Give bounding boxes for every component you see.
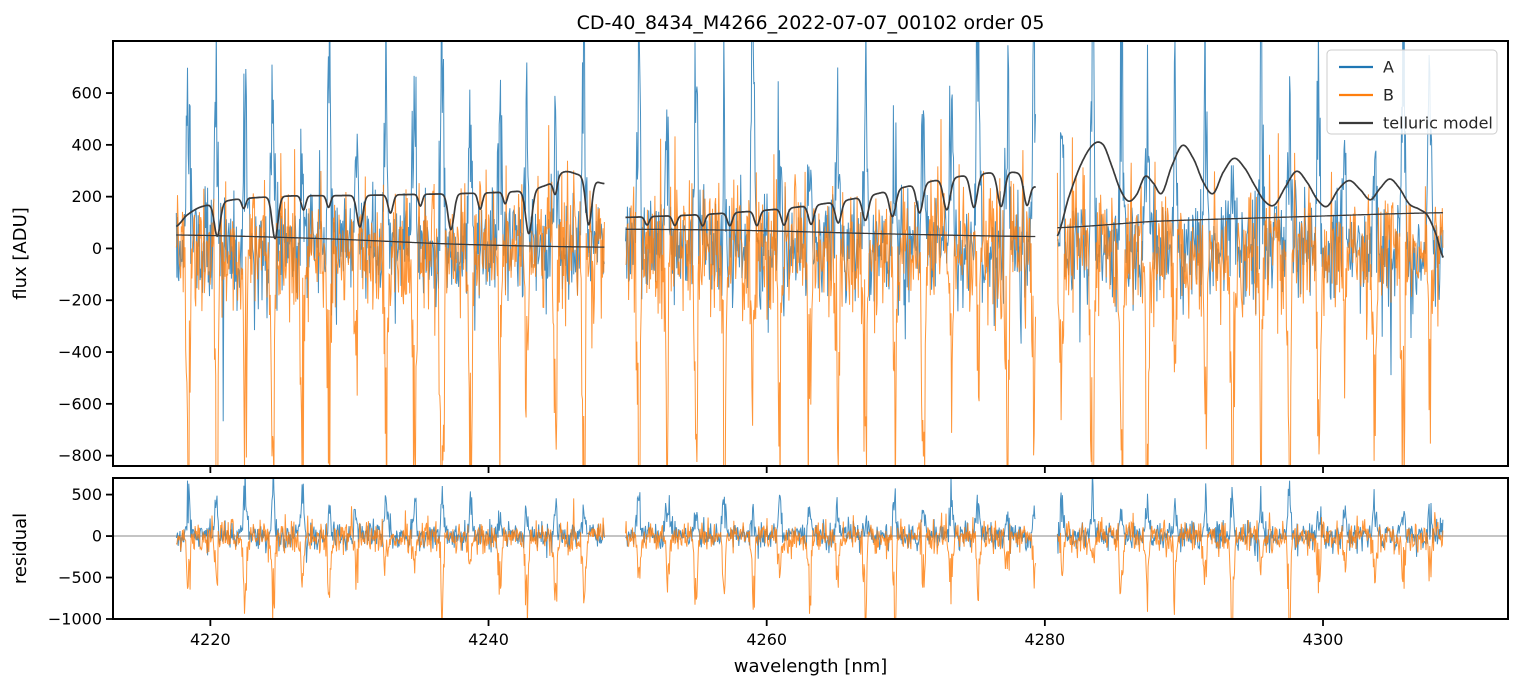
y-tick-label: −500 — [58, 568, 102, 587]
panel-flux-data — [175, 41, 1444, 466]
y-axis-label-flux: flux [ADU] — [10, 207, 31, 300]
telluric-absorption-segment-3 — [1056, 141, 1445, 258]
x-tick-label: 4280 — [1024, 630, 1065, 649]
y-tick-label: 200 — [71, 187, 102, 206]
y-tick-label: −400 — [58, 343, 102, 362]
series-B-flux-segment-2 — [625, 119, 1036, 466]
series-A-flux-segment-1 — [175, 41, 605, 422]
x-tick-label: 4220 — [190, 630, 231, 649]
y-tick-label: 400 — [71, 135, 102, 154]
x-tick-label: 4240 — [468, 630, 509, 649]
chart-title: CD-40_8434_M4266_2022-07-07_00102 order … — [577, 12, 1045, 34]
series-B-residual-segment-2 — [625, 512, 1036, 619]
panel-residual-data — [113, 478, 1508, 619]
telluric-absorption-segment-2 — [625, 171, 1036, 227]
telluric-baseline-segment-2 — [625, 228, 1036, 238]
telluric-absorption-segment-1 — [175, 170, 605, 240]
y-tick-label: −200 — [58, 291, 102, 310]
telluric-baseline-segment-3 — [1057, 212, 1443, 229]
series-B-flux-segment-1 — [175, 125, 605, 466]
x-tick-label: 4260 — [746, 630, 787, 649]
series-B-residual-segment-3 — [1056, 512, 1444, 619]
legend-label: B — [1383, 86, 1394, 105]
y-tick-label: 0 — [92, 527, 102, 546]
legend-label: telluric model — [1383, 114, 1493, 133]
y-tick-label: −800 — [58, 446, 102, 465]
y-tick-label: 0 — [92, 239, 102, 258]
x-axis-label: wavelength [nm] — [734, 656, 888, 677]
legend-box — [1326, 49, 1498, 135]
telluric-model-curves — [175, 141, 1445, 258]
series-B-residual-segment-1 — [175, 498, 605, 619]
panel-residual-spines — [112, 477, 1509, 620]
panel-flux-ticks: 600 400 200 0 −200 −400 −600 −800 — [58, 84, 1324, 473]
legend-label: A — [1383, 58, 1394, 77]
y-axis-label-residual: residual — [10, 513, 31, 584]
y-tick-label: −600 — [58, 394, 102, 413]
telluric-baseline-segment-1 — [176, 234, 605, 248]
y-tick-label: 500 — [71, 485, 102, 504]
y-tick-label: 600 — [71, 84, 102, 103]
x-tick-label: 4300 — [1303, 630, 1344, 649]
series-B-flux-segment-3 — [1056, 133, 1444, 466]
y-tick-label: −1000 — [48, 610, 102, 629]
panel-flux-spines — [112, 40, 1509, 467]
panel-residual-ticks: 500 0 −500 −1000 4220 4240 4260 4280 4300 — [48, 485, 1344, 649]
